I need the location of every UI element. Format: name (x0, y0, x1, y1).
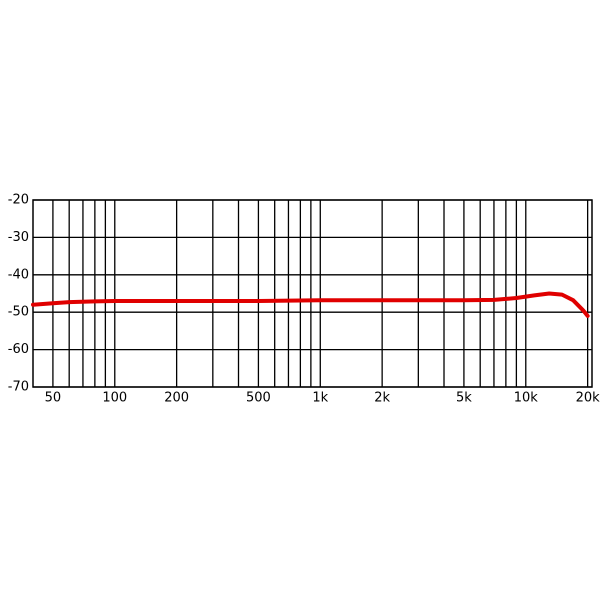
x-tick-label: 20k (576, 391, 600, 406)
x-tick-label: 50 (45, 391, 62, 406)
x-tick-label: 1k (312, 391, 328, 406)
y-tick-label: -50 (8, 305, 29, 320)
x-tick-label: 100 (102, 391, 127, 406)
x-tick-label: 2k (374, 391, 390, 406)
x-tick-label: 500 (246, 391, 271, 406)
x-tick-label: 5k (456, 391, 472, 406)
x-tick-label: 200 (164, 391, 189, 406)
x-tick-label: 10k (514, 391, 539, 406)
y-tick-label: -70 (8, 380, 29, 395)
response-line (31, 291, 590, 318)
y-tick-label: -60 (8, 342, 29, 357)
y-tick-label: -30 (8, 230, 29, 245)
plot-frame (32, 199, 593, 388)
y-tick-label: -20 (8, 193, 29, 208)
y-tick-label: -40 (8, 267, 29, 282)
